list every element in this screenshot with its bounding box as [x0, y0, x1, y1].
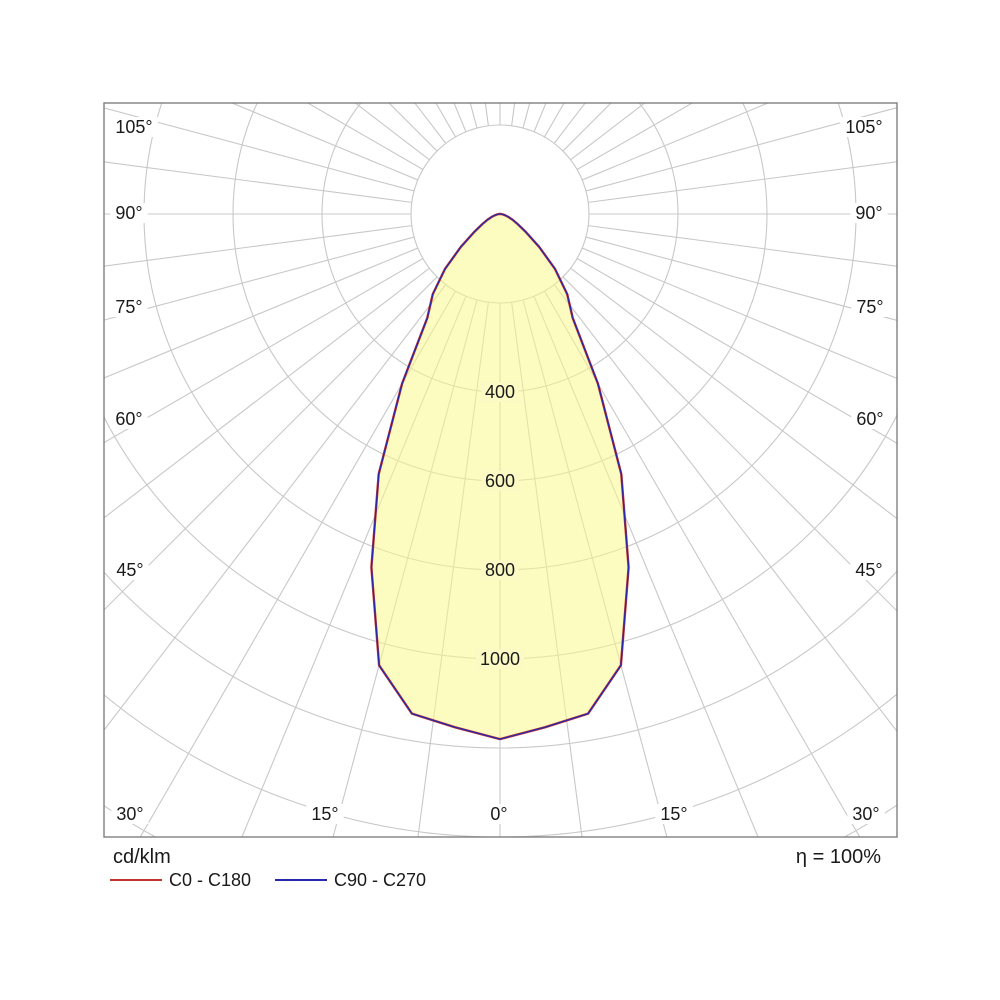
grid-spoke — [469, 103, 478, 129]
axis-label: 75° — [856, 297, 883, 317]
grid-spoke — [553, 284, 897, 733]
axis-label: 30° — [116, 804, 143, 824]
axis-label: 90° — [855, 203, 882, 223]
grid-spoke — [511, 103, 516, 126]
grid-spoke — [588, 161, 897, 203]
grid-spoke — [104, 267, 430, 519]
grid-spoke — [104, 276, 438, 611]
axis-label: 15° — [660, 804, 687, 824]
grid-spoke — [544, 103, 565, 138]
grid-spoke — [544, 290, 861, 837]
grid-spoke — [306, 103, 424, 170]
label-backing — [481, 471, 519, 491]
label-backing — [847, 804, 885, 824]
label-backing — [306, 804, 344, 824]
label-backing — [111, 560, 149, 580]
grid-spoke — [414, 103, 447, 144]
axis-label: 60° — [856, 409, 883, 429]
axis-label: 30° — [852, 804, 879, 824]
axis-label: 60° — [115, 409, 142, 429]
label-backing — [851, 297, 889, 317]
grid-spoke — [522, 103, 531, 129]
axis-label: 15° — [311, 804, 338, 824]
legend-label: C90 - C270 — [334, 869, 427, 890]
grid-spoke — [453, 103, 467, 132]
grid-spoke — [585, 107, 897, 192]
grid-spoke — [582, 103, 770, 181]
axis-label: 600 — [485, 471, 515, 491]
unit-label: cd/klm — [113, 846, 171, 868]
grid-spoke — [230, 103, 418, 181]
axis-label: 400 — [485, 382, 515, 402]
grid-spoke — [388, 103, 438, 152]
grid-spoke — [104, 225, 412, 267]
label-backing — [840, 117, 888, 137]
grid-spoke — [576, 103, 694, 170]
label-backing — [481, 382, 519, 402]
grid-spoke — [582, 247, 897, 380]
legend-line-blue-icon — [275, 879, 327, 881]
grid-spoke — [104, 284, 447, 731]
grid-spoke — [570, 267, 897, 520]
axis-label: 105° — [115, 117, 152, 137]
grid-spoke — [104, 236, 415, 321]
label-backing — [110, 409, 148, 429]
grid-spoke — [104, 161, 412, 203]
label-backing — [110, 117, 158, 137]
axis-label: 1000 — [480, 649, 520, 669]
grid-spoke — [576, 258, 897, 444]
axis-label: 90° — [115, 203, 142, 223]
label-backing — [481, 560, 519, 580]
grid-spoke — [139, 290, 456, 837]
label-backing — [110, 297, 148, 317]
label-backing — [850, 560, 888, 580]
axis-label: 800 — [485, 560, 515, 580]
grid-spoke — [588, 225, 897, 267]
legend-item-c0-c180: C0 - C180 — [110, 869, 252, 890]
efficiency-label: η = 100% — [795, 846, 881, 868]
axis-label: 105° — [845, 117, 882, 137]
axis-label: 45° — [855, 560, 882, 580]
grid-spoke — [435, 103, 456, 138]
legend-item-c90-c270: C90 - C270 — [275, 869, 427, 890]
grid-spoke — [104, 258, 424, 444]
label-backing — [111, 804, 149, 824]
label-backing — [850, 203, 888, 223]
grid-spoke — [585, 236, 897, 321]
legend-label: C0 - C180 — [169, 869, 252, 890]
grid-spoke — [562, 276, 897, 612]
grid-spoke — [533, 103, 547, 132]
label-backing — [851, 409, 889, 429]
legend-line-red-icon — [110, 879, 162, 881]
chart-frame — [103, 102, 898, 838]
grid-spoke — [562, 103, 612, 152]
axis-label: 0° — [490, 804, 507, 824]
curve-c90-c270 — [370, 213, 630, 740]
axis-label: 75° — [115, 297, 142, 317]
label-backing — [476, 649, 524, 669]
axis-label: 45° — [116, 560, 143, 580]
label-backing — [485, 804, 513, 824]
label-backing — [110, 203, 148, 223]
grid-spoke — [104, 107, 415, 192]
label-backing — [655, 804, 693, 824]
grid-spoke — [484, 103, 489, 126]
grid-spoke — [104, 247, 418, 379]
grid-spoke — [553, 103, 586, 144]
